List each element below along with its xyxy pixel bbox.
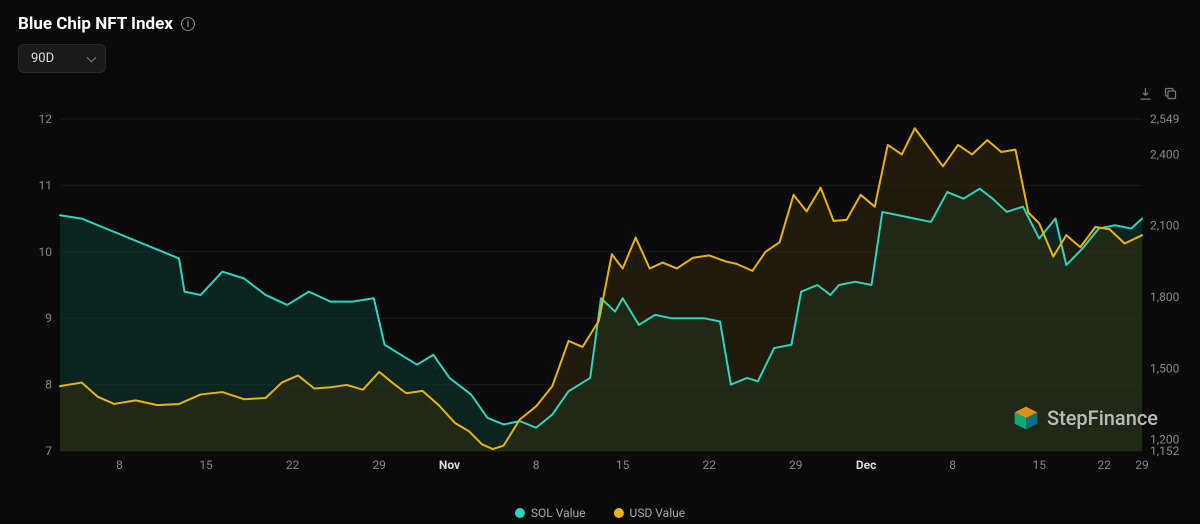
svg-text:1,200: 1,200 — [1150, 433, 1180, 447]
watermark-text: StepFinance — [1047, 406, 1158, 430]
svg-text:9: 9 — [45, 311, 52, 325]
legend-dot — [614, 508, 624, 518]
svg-text:29: 29 — [789, 458, 803, 472]
svg-text:2,100: 2,100 — [1150, 219, 1180, 233]
timerange-dropdown[interactable]: 90D — [18, 44, 106, 73]
info-icon[interactable]: i — [181, 17, 195, 31]
svg-text:22: 22 — [286, 458, 300, 472]
svg-text:15: 15 — [616, 458, 630, 472]
legend-item[interactable]: USD Value — [614, 506, 686, 520]
index-chart: 7891011121,1521,2001,5001,8002,1002,4002… — [18, 111, 1182, 491]
svg-text:29: 29 — [372, 458, 386, 472]
svg-text:1,800: 1,800 — [1150, 290, 1180, 304]
watermark: StepFinance — [1013, 405, 1158, 431]
download-icon[interactable] — [1138, 86, 1153, 101]
svg-text:Nov: Nov — [439, 458, 460, 472]
svg-text:7: 7 — [45, 444, 52, 458]
stepfinance-logo-icon — [1013, 405, 1039, 431]
svg-text:22: 22 — [1097, 458, 1111, 472]
svg-text:10: 10 — [39, 245, 53, 259]
svg-text:22: 22 — [702, 458, 716, 472]
svg-text:29: 29 — [1135, 458, 1149, 472]
timerange-selected: 90D — [31, 51, 54, 66]
svg-text:1,500: 1,500 — [1150, 361, 1180, 375]
svg-text:8: 8 — [949, 458, 956, 472]
svg-text:15: 15 — [1032, 458, 1046, 472]
svg-text:8: 8 — [533, 458, 540, 472]
chart-legend: SOL Value USD Value — [515, 506, 685, 520]
svg-text:12: 12 — [39, 112, 53, 126]
svg-text:15: 15 — [199, 458, 213, 472]
copy-icon[interactable] — [1163, 86, 1178, 101]
legend-label: USD Value — [630, 506, 686, 520]
svg-text:8: 8 — [45, 378, 52, 392]
legend-dot — [515, 508, 525, 518]
page-title: Blue Chip NFT Index — [18, 14, 173, 34]
svg-text:8: 8 — [116, 458, 123, 472]
svg-text:2,400: 2,400 — [1150, 147, 1180, 161]
svg-text:2,549: 2,549 — [1150, 112, 1179, 126]
svg-text:11: 11 — [39, 178, 53, 192]
svg-text:Dec: Dec — [856, 458, 877, 472]
legend-label: SOL Value — [531, 506, 586, 520]
legend-item[interactable]: SOL Value — [515, 506, 586, 520]
